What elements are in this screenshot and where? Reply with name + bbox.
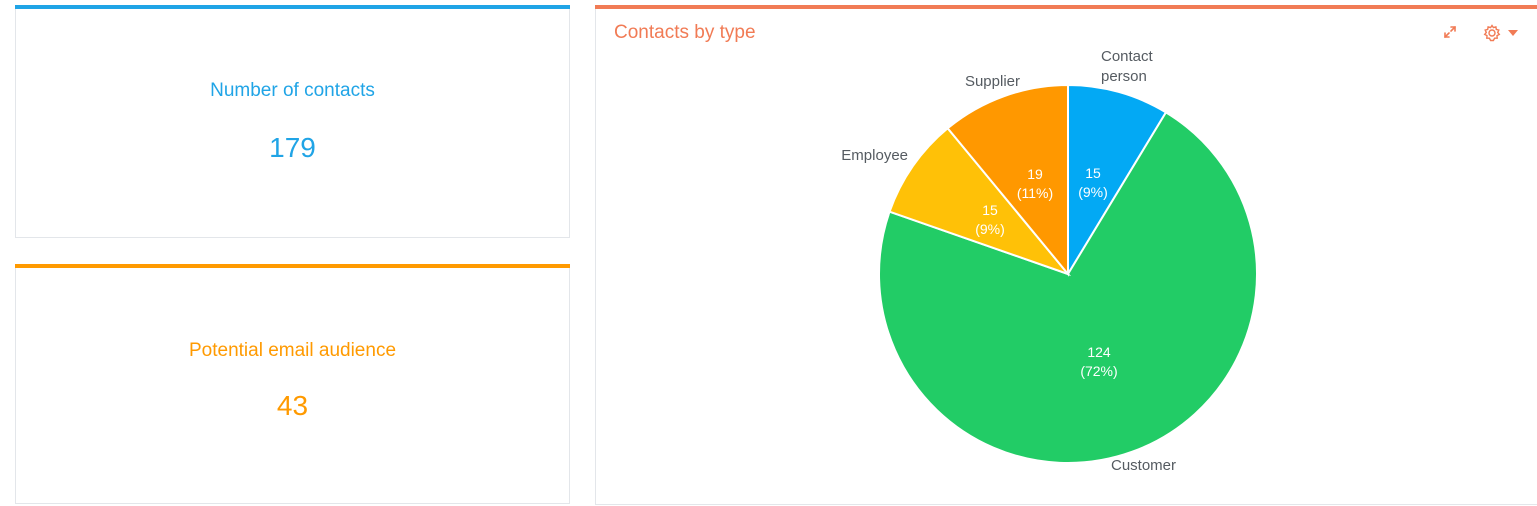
pie-slice-contact-person[interactable] — [1067, 83, 1168, 278]
slice-category-label: Customer — [1111, 457, 1176, 474]
expand-icon[interactable] — [1441, 23, 1459, 41]
kpi-title: Number of contacts — [210, 80, 375, 101]
slice-data-label: 19 (11%) — [1017, 166, 1053, 201]
kpi-value: 43 — [276, 390, 309, 421]
slice-data-label: 15 (9%) — [1078, 165, 1108, 200]
chart-card-contacts-by-type: Contacts by type 15 (9%) Contact person 124(… — [595, 5, 1537, 505]
kpi-card-potential-email-audience[interactable]: Potential email audience 43 — [15, 264, 570, 504]
kpi-accent-bar — [15, 5, 570, 9]
pie-chart: 15 (9%) Contact person 124 (72%) Customer 15 (9%… — [841, 48, 1258, 474]
slice-data-label: 15 (9%) — [975, 202, 1005, 237]
gear-icon[interactable] — [1482, 23, 1504, 43]
pie-slice-customer[interactable] — [878, 110, 1258, 464]
chart-title: Contacts by type — [614, 22, 756, 43]
slice-category-label: Supplier — [965, 73, 1020, 90]
pie-slice-supplier[interactable] — [946, 83, 1069, 277]
kpi-card-number-of-contacts[interactable]: Number of contacts 179 — [15, 5, 570, 238]
slice-category-label: Contact person — [1101, 48, 1154, 85]
pie-slice-employee[interactable] — [888, 126, 1072, 277]
slice-data-label: 124 (72%) — [1080, 344, 1117, 379]
kpi-accent-bar — [15, 264, 570, 268]
chart-accent-bar — [595, 5, 1537, 9]
slice-category-label: Employee — [841, 147, 908, 164]
kpi-value: 179 — [269, 132, 316, 163]
caret-down-icon[interactable] — [1507, 28, 1519, 38]
kpi-title: Potential email audience — [188, 340, 397, 361]
